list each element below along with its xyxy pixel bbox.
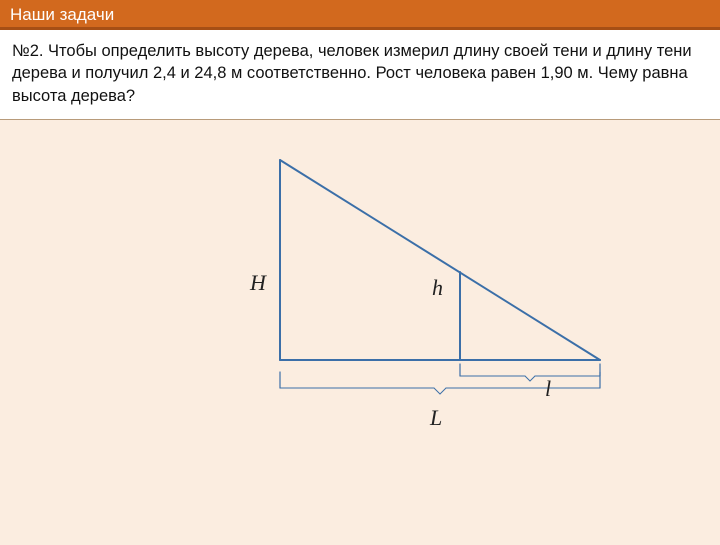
label-L: L	[430, 405, 442, 431]
label-H: H	[250, 270, 266, 296]
slide-title: Наши задачи	[10, 5, 114, 24]
label-l: l	[545, 376, 551, 402]
problem-text: №2. Чтобы определить высоту дерева, чело…	[12, 42, 692, 105]
triangle-diagram	[0, 120, 720, 540]
slide-header: Наши задачи	[0, 0, 720, 30]
problem-statement: №2. Чтобы определить высоту дерева, чело…	[0, 30, 720, 120]
diagram-area: H h L l	[0, 120, 720, 540]
label-h: h	[432, 275, 443, 301]
